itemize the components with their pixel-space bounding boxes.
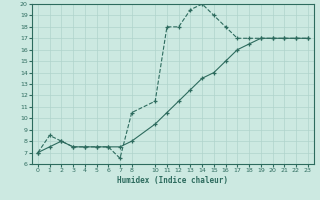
X-axis label: Humidex (Indice chaleur): Humidex (Indice chaleur) (117, 176, 228, 185)
